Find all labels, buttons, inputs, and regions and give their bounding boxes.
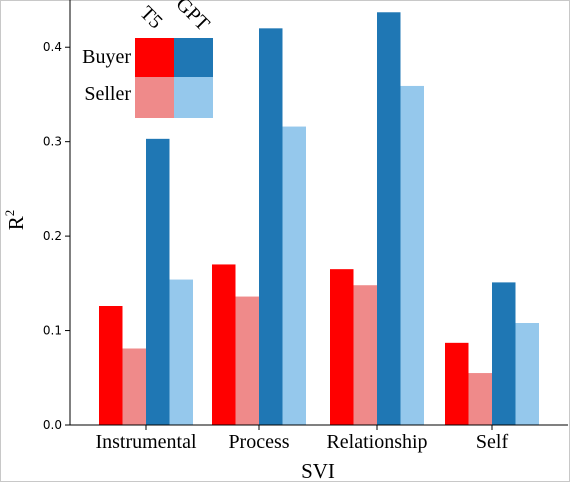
y-tick-label: 0.0 — [43, 418, 62, 432]
bars-layer — [99, 12, 539, 426]
y-tick-label: 0.3 — [43, 135, 62, 149]
y-tick-label: 0.4 — [43, 40, 62, 54]
legend-row-buyer: Buyer — [82, 46, 131, 68]
x-tick-label-self: Self — [476, 431, 509, 453]
bar-gpt-buyer-relationship — [377, 12, 401, 426]
legend: Buyer Seller T5 GPT — [82, 0, 214, 118]
legend-swatch-gpt-buyer — [174, 38, 213, 77]
bar-gpt-buyer-instrumental — [146, 138, 170, 426]
bar-t5-seller-self — [468, 373, 492, 425]
y-tick-label: 0.1 — [43, 324, 62, 338]
legend-col-t5: T5 — [135, 2, 166, 33]
x-ticks: Instrumental Process Relationship Self — [95, 425, 508, 453]
bar-gpt-buyer-process — [259, 28, 283, 425]
legend-col-gpt: GPT — [171, 0, 213, 35]
bar-gpt-seller-process — [282, 126, 306, 426]
bar-t5-seller-process — [235, 296, 259, 425]
legend-row-seller: Seller — [84, 83, 131, 105]
legend-swatch-t5-seller — [135, 77, 174, 118]
bar-t5-buyer-instrumental — [99, 306, 123, 425]
x-tick-label-relationship: Relationship — [326, 431, 427, 453]
bar-gpt-seller-relationship — [400, 85, 424, 425]
x-tick-label-instrumental: Instrumental — [95, 431, 197, 453]
y-axis-label: R2 — [2, 210, 28, 231]
bar-gpt-buyer-self — [492, 282, 516, 425]
bar-gpt-seller-instrumental — [169, 279, 193, 425]
y-axis-label-superscript: 2 — [2, 210, 17, 217]
y-ticks: 0.0 0.1 0.2 0.3 0.4 — [43, 40, 70, 432]
legend-swatch-t5-buyer — [135, 38, 174, 77]
x-axis-label: SVI — [301, 459, 335, 482]
bar-t5-buyer-self — [445, 342, 469, 425]
axes-layer — [69, 0, 568, 426]
bar-t5-buyer-relationship — [330, 269, 354, 425]
bar-gpt-seller-self — [515, 323, 539, 425]
bar-t5-buyer-process — [212, 264, 236, 425]
y-tick-label: 0.2 — [43, 229, 62, 243]
bar-t5-seller-relationship — [353, 285, 377, 425]
y-axis-label-base: R — [4, 216, 28, 230]
svg-text:R2: R2 — [2, 210, 28, 231]
legend-swatch-gpt-seller — [174, 77, 213, 118]
bar-t5-seller-instrumental — [122, 348, 146, 425]
x-tick-label-process: Process — [228, 431, 289, 453]
